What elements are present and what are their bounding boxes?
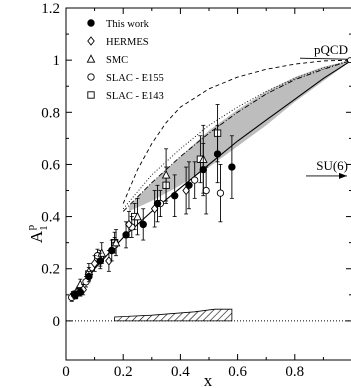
legend-marker-this-work: [87, 19, 95, 27]
x-tick-label: 0.8: [285, 364, 304, 380]
legend-label-smc: SMC: [106, 55, 128, 66]
su6-label: SU(6): [316, 158, 348, 173]
data-point-slac-e155: [216, 189, 225, 197]
data-point-smc: [161, 170, 171, 179]
x-tick-label: 0: [62, 364, 70, 380]
data-point-smc: [133, 211, 142, 221]
legend-marker-smc: [86, 54, 96, 63]
data-points-layer: [68, 104, 236, 302]
theory-uncertainty-band: [128, 60, 351, 212]
legend-label-hermes: HERMES: [106, 37, 149, 48]
y-tick-label: 0.4: [41, 210, 60, 226]
y-tick-label: 0: [53, 314, 61, 330]
x-tick-label: 0.4: [171, 364, 190, 380]
data-point-this-work: [76, 288, 85, 296]
data-point-hermes: [125, 219, 133, 230]
data-point-this-work: [139, 220, 147, 229]
y-tick-label: 0.2: [41, 262, 60, 278]
theory-curve-dotted: [122, 59, 351, 210]
data-point-hermes: [90, 258, 99, 269]
data-point-this-work: [213, 150, 222, 158]
data-point-hermes: [105, 256, 113, 266]
tick-layer: 0 0.2 0.4 0.6 0.8 0 0.2 0.4 0.6 0.8 1 1.2: [41, 1, 351, 380]
y-axis-title-sup: p: [25, 224, 37, 230]
data-point-this-work: [96, 257, 105, 265]
y-tick-label: 1.2: [41, 1, 60, 17]
x-tick-label: 0.6: [228, 364, 247, 380]
theory-curve-dashdot: [122, 59, 351, 212]
legend-label-slac-e155: SLAC - E155: [106, 73, 164, 84]
systematic-error-band: [114, 308, 233, 322]
data-point-this-work: [153, 199, 162, 208]
pqcd-arrow: [299, 57, 348, 60]
pqcd-label: pQCD: [314, 42, 348, 57]
data-point-smc: [111, 237, 121, 247]
x-tick-label: 0.2: [114, 364, 133, 380]
y-tick-label: 0.8: [41, 105, 60, 121]
data-point-this-work: [122, 231, 130, 239]
theory-curve-dashed: [122, 59, 351, 204]
y-tick-label: 0.6: [41, 157, 60, 173]
x-axis-title: x: [204, 371, 213, 388]
data-point-this-work: [85, 272, 93, 281]
data-point-this-work: [199, 165, 207, 174]
data-point-hermes: [150, 204, 159, 214]
data-point-this-work: [108, 246, 116, 255]
pqcd-limit-marker: [347, 57, 351, 64]
y-axis-title-main: A: [27, 230, 46, 243]
y-axis-title: A1p: [25, 224, 50, 243]
data-point-slac-e155: [191, 176, 199, 184]
legend-marker-slac-e143: [87, 91, 95, 99]
legend-marker-hermes: [87, 36, 95, 46]
legend-label-this-work: This work: [106, 19, 150, 30]
su6-arrowhead: [339, 172, 347, 179]
systematic-error-layer: [114, 308, 233, 322]
data-point-this-work: [228, 163, 236, 171]
legend-marker-slac-e155: [87, 73, 95, 81]
theory-band-layer: [128, 60, 351, 212]
legend: This work HERMES SMC SLAC - E155 SLAC - E143: [86, 19, 164, 102]
data-point-this-work: [185, 181, 193, 190]
y-axis-title-sub: 1: [38, 225, 50, 231]
annotation-layer: pQCD SU(6): [299, 42, 351, 179]
y-tick-label: 1: [53, 53, 61, 69]
legend-label-slac-e143: SLAC - E143: [106, 91, 164, 102]
data-point-this-work: [170, 192, 179, 200]
